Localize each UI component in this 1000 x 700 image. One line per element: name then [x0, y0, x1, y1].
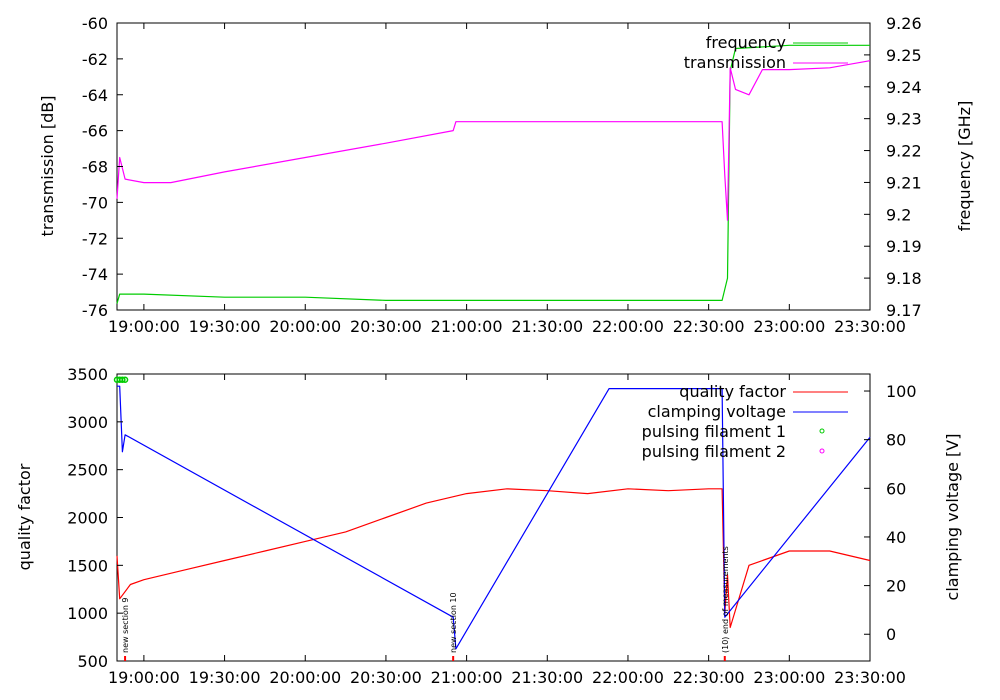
- bottom-x-tick-label: 21:00:00: [431, 668, 503, 687]
- top-x-tick-label: 20:00:00: [269, 317, 341, 336]
- annotation-new-section-9: new section 9: [121, 597, 130, 653]
- top-ticks-group: 19:00:00 19:30:00 20:00:00 20:30:00 21:00:00…: [82, 14, 922, 336]
- bottom-y2-tick-label: 80: [886, 431, 906, 450]
- top-y2-axis-label: frequency [GHz]: [955, 101, 974, 232]
- legend-label-transmission: transmission: [684, 53, 786, 72]
- top-y-axis-label: transmission [dB]: [38, 96, 57, 237]
- legend-label-pulsing-filament-2: pulsing filament 2: [642, 442, 786, 461]
- bottom-x-tick-label: 20:00:00: [269, 668, 341, 687]
- top-x-tick-label: 22:00:00: [592, 317, 664, 336]
- bottom-y-axis-label: quality factor: [15, 463, 34, 570]
- top-y-tick-label: -70: [82, 193, 108, 212]
- bottom-y2-tick-label: 40: [886, 528, 906, 547]
- legend-marker-pulsing-filament-2: [819, 448, 825, 454]
- bottom-y-tick-label: 1500: [67, 556, 108, 575]
- bottom-y2-tick-label: 100: [886, 382, 917, 401]
- bottom-y-tick-label: 1000: [67, 604, 108, 623]
- top-x-tick-label: 19:00:00: [108, 317, 180, 336]
- series-line-frequency: [116, 44, 870, 304]
- bottom-x-tick-label: 22:30:00: [673, 668, 745, 687]
- top-legend: frequency transmission: [684, 33, 848, 72]
- top-x-tick-label: 22:30:00: [673, 317, 745, 336]
- transmission-frequency-panel: 19:00:00 19:30:00 20:00:00 20:30:00 21:00:00…: [38, 14, 974, 336]
- annotation-10-end-of-measurements: (10) end of measurements: [721, 546, 730, 653]
- legend-label-clamping-voltage: clamping voltage: [648, 402, 786, 421]
- bottom-y2-tick-label: 60: [886, 479, 906, 498]
- top-y-tick-label: -66: [82, 122, 108, 141]
- bottom-y-tick-label: 3500: [67, 365, 108, 384]
- series-line-clamping-voltage: [117, 385, 871, 650]
- bottom-y2-axis-label: clamping voltage [V]: [943, 434, 962, 601]
- bottom-y-tick-label: 2000: [67, 509, 108, 528]
- legend-label-frequency: frequency: [706, 33, 786, 52]
- top-y-tick-label: -76: [82, 301, 108, 320]
- quality-clamping-panel: 19:00:00 19:30:00 20:00:00 20:30:00 21:00:00…: [15, 365, 962, 687]
- top-x-tick-label: 20:30:00: [350, 317, 422, 336]
- bottom-legend: quality factor clamping voltage pulsing …: [642, 382, 848, 461]
- top-x-tick-label: 23:00:00: [753, 317, 825, 336]
- top-y-tick-label: -62: [82, 50, 108, 69]
- bottom-annotations-group: new section 9 new section 10 (10) end of m…: [121, 546, 730, 661]
- top-y2-tick-label: 9.18: [886, 269, 922, 288]
- top-y2-tick-label: 9.17: [886, 301, 922, 320]
- top-y2-tick-label: 9.19: [886, 237, 922, 256]
- top-y-tick-label: -72: [82, 229, 108, 248]
- series-line-quality-factor: [116, 488, 871, 629]
- bottom-x-tick-label: 22:00:00: [592, 668, 664, 687]
- top-y2-tick-label: 9.22: [886, 142, 922, 161]
- top-y2-tick-label: 9.23: [886, 110, 922, 129]
- bottom-x-tick-label: 19:00:00: [108, 668, 180, 687]
- top-y2-tick-label: 9.21: [886, 173, 922, 192]
- top-y2-tick-label: 9.25: [886, 46, 922, 65]
- legend-label-quality-factor: quality factor: [679, 382, 786, 401]
- bottom-series-group: [113, 376, 871, 650]
- data-point-pulsing-filament-1: [121, 376, 129, 383]
- bottom-y-tick-label: 2500: [67, 461, 108, 480]
- bottom-y-tick-label: 500: [77, 652, 108, 671]
- legend-marker-pulsing-filament-1: [819, 428, 825, 434]
- annotation-new-section-10: new section 10: [449, 592, 458, 653]
- bottom-x-tick-label: 19:30:00: [189, 668, 261, 687]
- bottom-y2-tick-label: 20: [886, 577, 906, 596]
- top-x-tick-label: 21:00:00: [431, 317, 503, 336]
- legend-label-pulsing-filament-1: pulsing filament 1: [642, 422, 786, 441]
- top-y-tick-label: -68: [82, 158, 108, 177]
- top-x-tick-label: 23:30:00: [834, 317, 906, 336]
- top-y-tick-label: -74: [82, 265, 108, 284]
- top-x-tick-label: 21:30:00: [511, 317, 583, 336]
- top-series-group: [116, 44, 871, 304]
- bottom-x-tick-label: 21:30:00: [511, 668, 583, 687]
- bottom-x-tick-label: 23:30:00: [834, 668, 906, 687]
- bottom-ticks-group: 19:00:00 19:30:00 20:00:00 20:30:00 21:00:00…: [67, 365, 916, 687]
- top-y2-tick-label: 9.2: [886, 205, 911, 224]
- top-y2-tick-label: 9.24: [886, 78, 922, 97]
- top-x-tick-label: 19:30:00: [189, 317, 261, 336]
- top-y-tick-label: -64: [82, 86, 108, 105]
- top-y-tick-label: -60: [82, 14, 108, 33]
- bottom-y-tick-label: 3000: [67, 413, 108, 432]
- bottom-x-tick-label: 23:00:00: [753, 668, 825, 687]
- bottom-x-tick-label: 20:30:00: [350, 668, 422, 687]
- bottom-y2-tick-label: 0: [886, 625, 896, 644]
- series-line-transmission: [116, 60, 871, 221]
- data-point-pulsing-filament-1: [119, 376, 126, 383]
- top-y2-tick-label: 9.26: [886, 14, 922, 33]
